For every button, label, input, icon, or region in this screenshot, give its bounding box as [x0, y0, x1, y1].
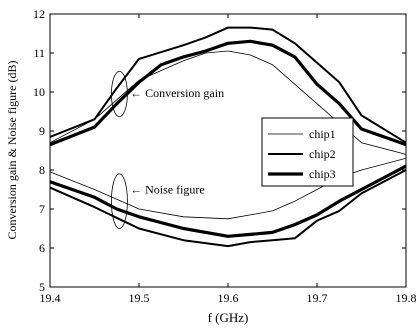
y-tick-label: 5 [39, 280, 45, 294]
legend-label-chip2: chip2 [309, 147, 336, 161]
y-tick-label: 10 [33, 85, 45, 99]
x-axis-label: f (GHz) [208, 310, 249, 325]
y-tick-label: 11 [33, 46, 45, 60]
plot-area: ← Conversion gain ← Noise figure 19.4 19.5… [33, 7, 417, 305]
y-tick-label: 6 [39, 241, 45, 255]
annotation-layer: ← Conversion gain ← Noise figure [111, 71, 224, 229]
x-tick-label: 19.6 [218, 291, 239, 305]
legend-entries: chip1 chip2 chip3 [268, 127, 336, 181]
series-line-noise-figure-chip2 [49, 169, 407, 248]
annotation-label-2: ← Noise figure [130, 183, 205, 197]
annotation-ellipse-1 [111, 71, 128, 118]
y-tick-label: 9 [39, 124, 45, 138]
series-line-conversion-gain-chip2 [49, 26, 407, 144]
legend-label-chip3: chip3 [309, 167, 336, 181]
x-tick-label: 19.7 [307, 291, 328, 305]
annotation-ellipse-2 [111, 173, 128, 229]
tick-layer: 19.4 19.5 19.6 19.7 19.8 5 6 7 8 9 10 11 12 [33, 7, 417, 305]
y-tick-label: 12 [33, 7, 45, 21]
y-tick-label: 7 [39, 202, 45, 216]
legend: chip1 chip2 chip3 [261, 117, 354, 187]
legend-box [261, 117, 354, 187]
x-tick-label: 19.8 [396, 291, 417, 305]
x-tick-label: 19.5 [129, 291, 150, 305]
series-line-noise-figure-chip3 [49, 164, 407, 238]
legend-label-chip1: chip1 [309, 127, 336, 141]
series-line-conversion-gain-chip1 [49, 50, 407, 155]
y-tick-label: 8 [39, 163, 45, 177]
annotation-label-1: ← Conversion gain [130, 86, 224, 100]
series-line-conversion-gain-chip3 [49, 39, 407, 147]
x-tick-label: 19.4 [40, 291, 61, 305]
y-axis-label: Conversion gain & Noise figure (dB) [5, 61, 19, 240]
